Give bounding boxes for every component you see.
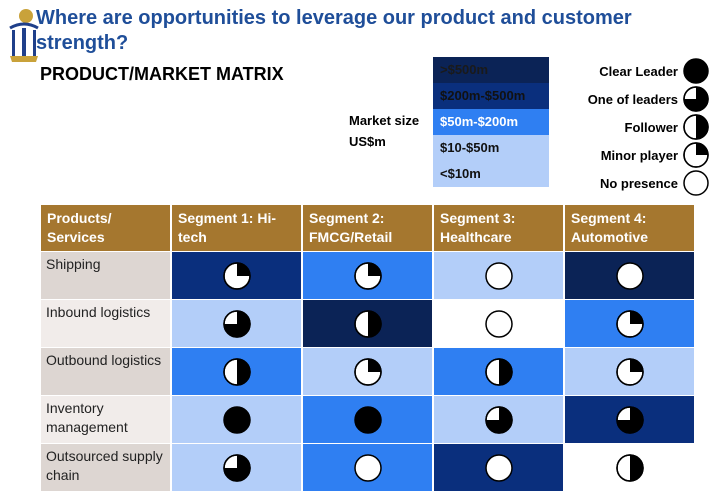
harvey-ball-icon: [484, 453, 513, 482]
matrix-cell: [565, 396, 696, 443]
presence-legend: Clear Leader One of leaders Follower Minor …: [560, 57, 710, 197]
matrix-cell: [303, 252, 434, 299]
legend-item: No presence: [560, 169, 710, 197]
market-size-tier: <$10m: [433, 161, 549, 187]
market-size-label-unit: US$m: [349, 134, 386, 149]
matrix-subtitle: PRODUCT/MARKET MATRIX: [40, 64, 284, 84]
segment-header: Segment 2: FMCG/Retail: [303, 205, 434, 251]
segment-header: Segment 3: Healthcare: [434, 205, 565, 251]
harvey-ball-icon: [615, 309, 644, 338]
matrix-row: Inbound logistics: [41, 299, 696, 347]
product-service-label: Inventory management: [41, 396, 172, 443]
matrix-cell: [434, 252, 565, 299]
legend-item: One of leaders: [560, 85, 710, 113]
legend-label: Clear Leader: [599, 63, 678, 79]
market-size-scale: >$500m $200m-$500m $50m-$200m $10-$50m <$10m: [433, 57, 549, 187]
harvey-ball-icon: [484, 357, 513, 386]
matrix-row: Shipping: [41, 251, 696, 299]
harvey-ball-icon: [683, 86, 709, 112]
matrix-cell: [303, 396, 434, 443]
segment-header: Segment 4: Automotive: [565, 205, 696, 251]
matrix-cell: [565, 252, 696, 299]
legend-label: No presence: [599, 175, 678, 191]
matrix-cell: [172, 444, 303, 491]
legend-item: Minor player: [560, 141, 710, 169]
matrix-cell: [434, 396, 565, 443]
matrix-cell: [172, 300, 303, 347]
harvey-ball-icon: [484, 261, 513, 290]
harvey-ball-icon: [222, 261, 251, 290]
legend-label: One of leaders: [587, 91, 678, 107]
matrix-cell: [565, 300, 696, 347]
market-size-tier: $50m-$200m: [433, 109, 549, 135]
harvey-ball-icon: [615, 405, 644, 434]
harvey-ball-icon: [683, 58, 709, 84]
matrix-cell: [565, 348, 696, 395]
harvey-ball-icon: [222, 309, 251, 338]
matrix-cell: [434, 348, 565, 395]
company-logo-icon: [9, 9, 39, 62]
matrix-cell: [303, 444, 434, 491]
legend-label: Minor player: [600, 147, 678, 163]
harvey-ball-icon: [484, 405, 513, 434]
harvey-ball-icon: [222, 357, 251, 386]
market-size-label-line1: Market size: [349, 113, 420, 128]
market-size-label: Market size US$m: [349, 110, 419, 152]
matrix-cell: [303, 348, 434, 395]
matrix-cell: [434, 444, 565, 491]
market-size-tier: $10-$50m: [433, 135, 549, 161]
legend-item: Clear Leader: [560, 57, 710, 85]
legend-label: Follower: [624, 119, 678, 135]
product-service-label: Outsourced supply chain: [41, 444, 172, 491]
harvey-ball-icon: [683, 170, 709, 196]
product-service-label: Outbound logistics: [41, 348, 172, 395]
harvey-ball-icon: [353, 453, 382, 482]
harvey-ball-icon: [353, 309, 382, 338]
matrix-cell: [303, 300, 434, 347]
legend-item: Follower: [560, 113, 710, 141]
harvey-ball-icon: [615, 357, 644, 386]
matrix-cell: [172, 348, 303, 395]
page-title: Where are opportunities to leverage our …: [36, 7, 632, 54]
matrix-row: Outbound logistics: [41, 347, 696, 395]
harvey-ball-icon: [222, 405, 251, 434]
harvey-ball-icon: [222, 453, 251, 482]
matrix-cell: [172, 396, 303, 443]
market-size-tier: >$500m: [433, 57, 549, 83]
harvey-ball-icon: [615, 453, 644, 482]
matrix-header-row: Products/ Services Segment 1: Hi-tech Segm…: [41, 205, 696, 251]
product-service-label: Inbound logistics: [41, 300, 172, 347]
market-size-tier: $200m-$500m: [433, 83, 549, 109]
harvey-ball-icon: [353, 261, 382, 290]
harvey-ball-icon: [683, 142, 709, 168]
product-service-label: Shipping: [41, 252, 172, 299]
harvey-ball-icon: [484, 309, 513, 338]
harvey-ball-icon: [615, 261, 644, 290]
matrix-row: Inventory management: [41, 395, 696, 443]
segment-header: Segment 1: Hi-tech: [172, 205, 303, 251]
matrix-row: Outsourced supply chain: [41, 443, 696, 491]
matrix-cell: [565, 444, 696, 491]
matrix-corner-header: Products/ Services: [41, 205, 172, 251]
matrix-cell: [434, 300, 565, 347]
harvey-ball-icon: [353, 357, 382, 386]
product-market-matrix: Products/ Services Segment 1: Hi-tech Segm…: [41, 205, 696, 491]
harvey-ball-icon: [353, 405, 382, 434]
harvey-ball-icon: [683, 114, 709, 140]
matrix-cell: [172, 252, 303, 299]
